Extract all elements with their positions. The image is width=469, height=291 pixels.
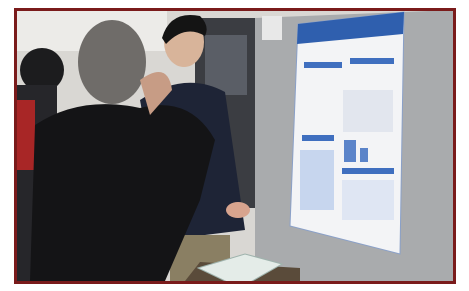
poster-figure-bar xyxy=(360,148,368,162)
poster-section-bar xyxy=(304,62,342,68)
panel-sign xyxy=(205,35,247,95)
board-tag xyxy=(262,16,282,40)
person-red-shirt xyxy=(17,100,35,170)
photo xyxy=(0,0,469,291)
poster-section-bar xyxy=(342,168,394,174)
poster-panel xyxy=(300,150,334,210)
poster-figure xyxy=(343,90,393,132)
poster-section-bar xyxy=(302,135,334,141)
poster-text-block xyxy=(342,180,394,220)
student-hands xyxy=(226,202,250,218)
poster-figure-bar xyxy=(344,140,356,162)
page: (() => { const data = JSON.parse(documen… xyxy=(0,0,469,291)
visitor-hair xyxy=(78,20,146,104)
scene xyxy=(17,10,453,288)
poster-section-bar xyxy=(350,58,394,64)
